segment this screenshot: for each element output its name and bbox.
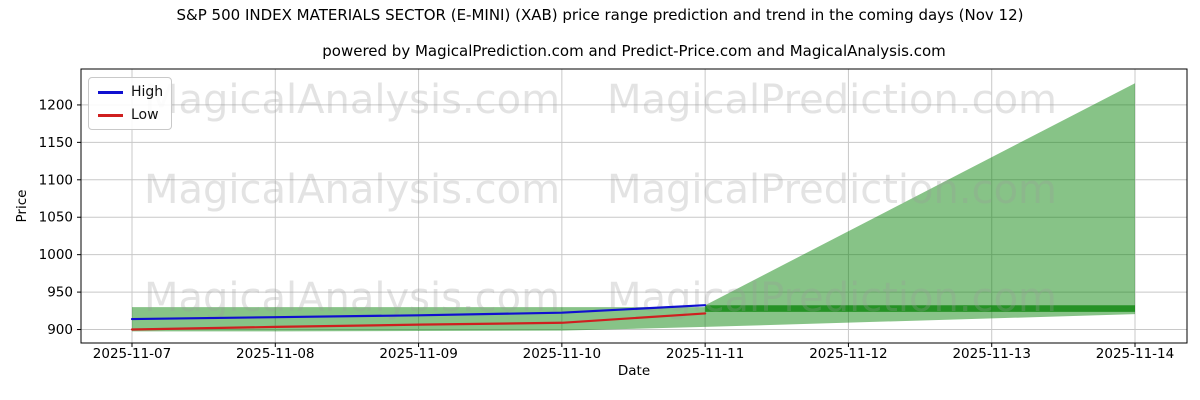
low-line <box>130 312 707 331</box>
forecast-core-band <box>705 305 1135 312</box>
y-tick-label: 1150 <box>39 135 73 151</box>
x-tick-label: 2025-11-14 <box>1096 346 1174 362</box>
x-axis-label: Date <box>617 363 651 379</box>
legend-label-low: Low <box>131 107 159 123</box>
watermark-text: MagicalPrediction.com <box>607 167 1057 213</box>
x-tick-label: 2025-11-13 <box>952 346 1030 362</box>
x-tick-label: 2025-11-09 <box>379 346 457 362</box>
y-tick-label: 950 <box>47 285 73 301</box>
x-tick-label: 2025-11-11 <box>666 346 744 362</box>
plot-border <box>80 68 1188 344</box>
legend-label-high: High <box>131 84 164 100</box>
y-tick-label: 1200 <box>39 97 73 113</box>
figure-title: S&P 500 INDEX MATERIALS SECTOR (E-MINI) … <box>176 6 1024 24</box>
legend: High Low <box>88 77 172 130</box>
watermark-text: MagicalPrediction.com <box>607 275 1057 321</box>
watermark-text: MagicalPrediction.com <box>607 77 1057 123</box>
legend-entry-high: High <box>98 84 164 100</box>
x-tick-label: 2025-11-12 <box>809 346 887 362</box>
y-tick-label: 1100 <box>39 172 73 188</box>
y-tick-label: 1050 <box>39 210 73 226</box>
legend-entry-low: Low <box>98 108 162 122</box>
y-tick-label: 900 <box>47 322 73 338</box>
x-tick-label: 2025-11-10 <box>523 346 601 362</box>
low-line-swatch <box>98 113 123 117</box>
high-line-swatch <box>98 90 123 94</box>
x-tick-label: 2025-11-08 <box>236 346 314 362</box>
x-tick-label: 2025-11-07 <box>93 346 171 362</box>
y-tick-label: 1000 <box>39 247 73 263</box>
forecast-fan-band <box>705 83 1135 327</box>
watermark-text: MagicalAnalysis.com <box>144 167 560 213</box>
watermark-text: MagicalAnalysis.com <box>144 77 560 123</box>
high-line <box>130 304 707 321</box>
figure-subtitle: powered by MagicalPrediction.com and Pre… <box>322 42 946 60</box>
y-axis-label: Price <box>14 189 30 223</box>
